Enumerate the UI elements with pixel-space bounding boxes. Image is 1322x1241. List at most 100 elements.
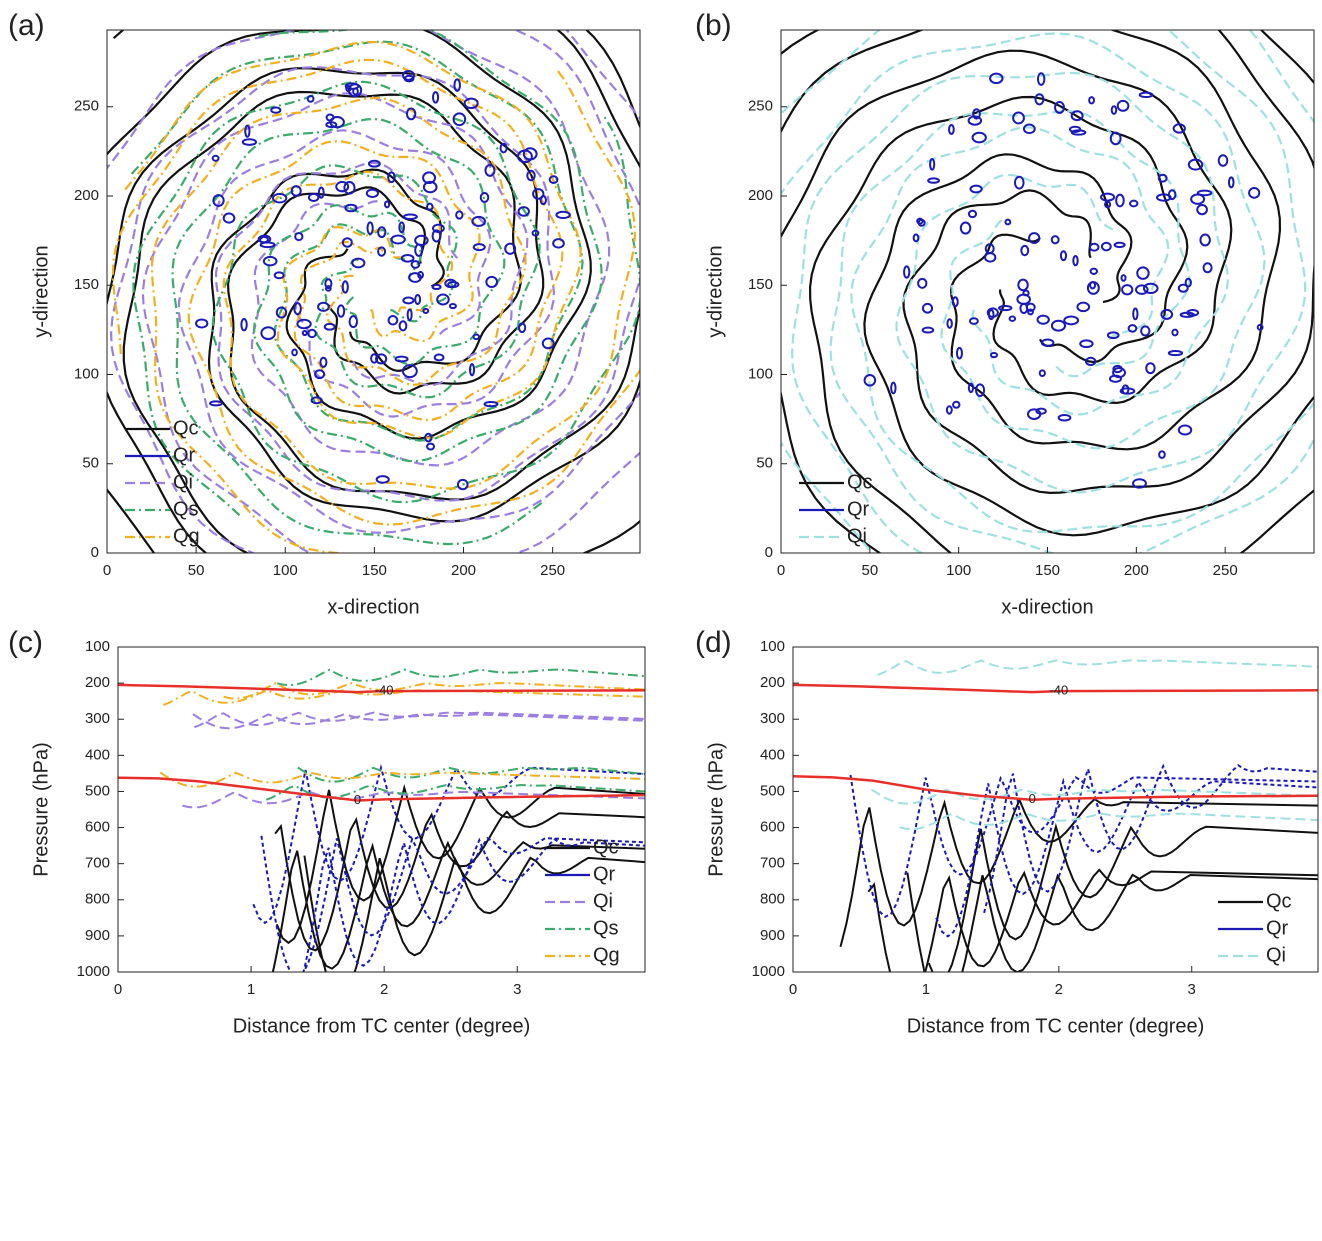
contour-decor xyxy=(307,192,320,203)
contour-decor xyxy=(1121,284,1134,296)
contour-decor xyxy=(552,238,565,249)
contour-decor xyxy=(1135,284,1149,295)
isotherm-line xyxy=(793,775,1318,802)
contour-decor xyxy=(109,65,556,553)
contour-decor xyxy=(307,328,317,339)
contour-decor xyxy=(414,293,422,306)
legend-label: Qr xyxy=(173,444,196,466)
contour-decor xyxy=(426,202,434,212)
contour-decor xyxy=(890,381,897,395)
contour-decor xyxy=(343,180,356,195)
contour-decor xyxy=(211,154,220,162)
y-tick-label: 500 xyxy=(760,782,785,799)
y-tick-label: 800 xyxy=(760,891,785,908)
contour-decor xyxy=(422,180,438,194)
contour-decor xyxy=(989,72,1004,85)
contour-decor xyxy=(240,317,248,332)
contour-decor xyxy=(163,689,645,706)
x-tick-label: 0 xyxy=(103,562,111,579)
contour-decor xyxy=(294,231,304,242)
contour-decor xyxy=(187,140,640,526)
contour-decor xyxy=(972,108,981,120)
y-tick-label: 100 xyxy=(74,365,99,382)
contour-decor xyxy=(1100,192,1116,202)
contour-decor xyxy=(275,306,288,319)
plot-frame xyxy=(117,646,646,973)
contour-decor xyxy=(1120,274,1127,282)
contour-decor xyxy=(290,185,302,197)
contour-decor xyxy=(463,97,479,110)
contour-decor xyxy=(1027,308,1034,316)
legend-label: Qs xyxy=(593,917,619,939)
y-tick-label: 150 xyxy=(748,276,773,293)
contour-decor xyxy=(455,210,464,220)
contour-decor xyxy=(1050,235,1060,245)
contour-decor xyxy=(1070,110,1084,122)
contour-decor xyxy=(323,322,336,331)
x-tick-label: 200 xyxy=(451,562,476,579)
isotherm-line xyxy=(118,683,645,694)
contour-decor xyxy=(1088,242,1100,252)
contour-decor xyxy=(291,348,298,357)
contour-decor xyxy=(252,30,603,463)
contour-decor xyxy=(951,296,959,308)
contour-decor xyxy=(1112,367,1126,379)
contour-decor xyxy=(968,317,979,325)
contour-decor xyxy=(402,296,415,305)
contour-decor xyxy=(335,181,350,193)
contour-decor xyxy=(177,30,640,534)
y-tick-label: 900 xyxy=(760,927,785,944)
contour-decor xyxy=(555,210,571,220)
y-tick-label: 50 xyxy=(756,455,773,472)
contour-decor xyxy=(1079,339,1094,349)
contour-decor xyxy=(517,206,530,217)
contour-decor xyxy=(1004,218,1012,226)
contour-decor xyxy=(370,353,379,364)
contour-decor xyxy=(324,278,333,290)
contour-decor xyxy=(906,872,1318,972)
contour-decor xyxy=(829,110,1314,553)
contour-decor xyxy=(192,713,645,730)
x-axis-label: x-direction xyxy=(1001,596,1093,618)
contour-decor xyxy=(1057,414,1072,422)
isotherm-label: 0 xyxy=(354,792,361,807)
contour-decor xyxy=(1190,193,1206,205)
y-tick-label: 100 xyxy=(85,638,110,655)
contour-decor xyxy=(870,788,1318,805)
contour-decor xyxy=(260,326,276,341)
contour-decor xyxy=(448,302,457,310)
x-tick-label: 0 xyxy=(114,981,122,998)
contour-decor xyxy=(1110,105,1118,115)
contour-decor xyxy=(107,30,611,467)
contour-decor xyxy=(967,209,978,219)
y-tick-label: 1000 xyxy=(752,963,785,980)
contour-decor xyxy=(1172,123,1186,134)
contour-decor xyxy=(375,475,390,484)
contour-decor xyxy=(1157,173,1168,183)
contour-decor xyxy=(344,203,358,213)
legend-label: Qc xyxy=(1266,890,1292,912)
contour-decor xyxy=(241,138,257,146)
contour-decor xyxy=(945,405,953,415)
contour-decor xyxy=(432,91,440,104)
contour-decor xyxy=(1127,324,1138,333)
isotherm-label: -40 xyxy=(375,682,394,697)
contour-decor xyxy=(212,194,225,207)
contour-decor xyxy=(1129,199,1139,208)
contour-decor xyxy=(935,777,1318,938)
x-tick-label: 150 xyxy=(1035,562,1060,579)
panel-label: (c) xyxy=(8,626,43,659)
contour-decor xyxy=(867,868,1318,972)
contour-decor xyxy=(310,396,323,405)
contour-decor xyxy=(367,159,381,168)
contour-decor xyxy=(1177,424,1193,436)
contour-decor xyxy=(317,301,330,312)
contour-decor xyxy=(1132,307,1139,321)
contour-decor xyxy=(781,49,1233,553)
contour-decor xyxy=(1076,301,1091,313)
contour-decor xyxy=(929,158,936,171)
contour-decor xyxy=(499,142,508,154)
contour-decor xyxy=(899,812,1318,831)
contour-decor xyxy=(1248,186,1261,199)
contour-decor xyxy=(1177,283,1189,293)
